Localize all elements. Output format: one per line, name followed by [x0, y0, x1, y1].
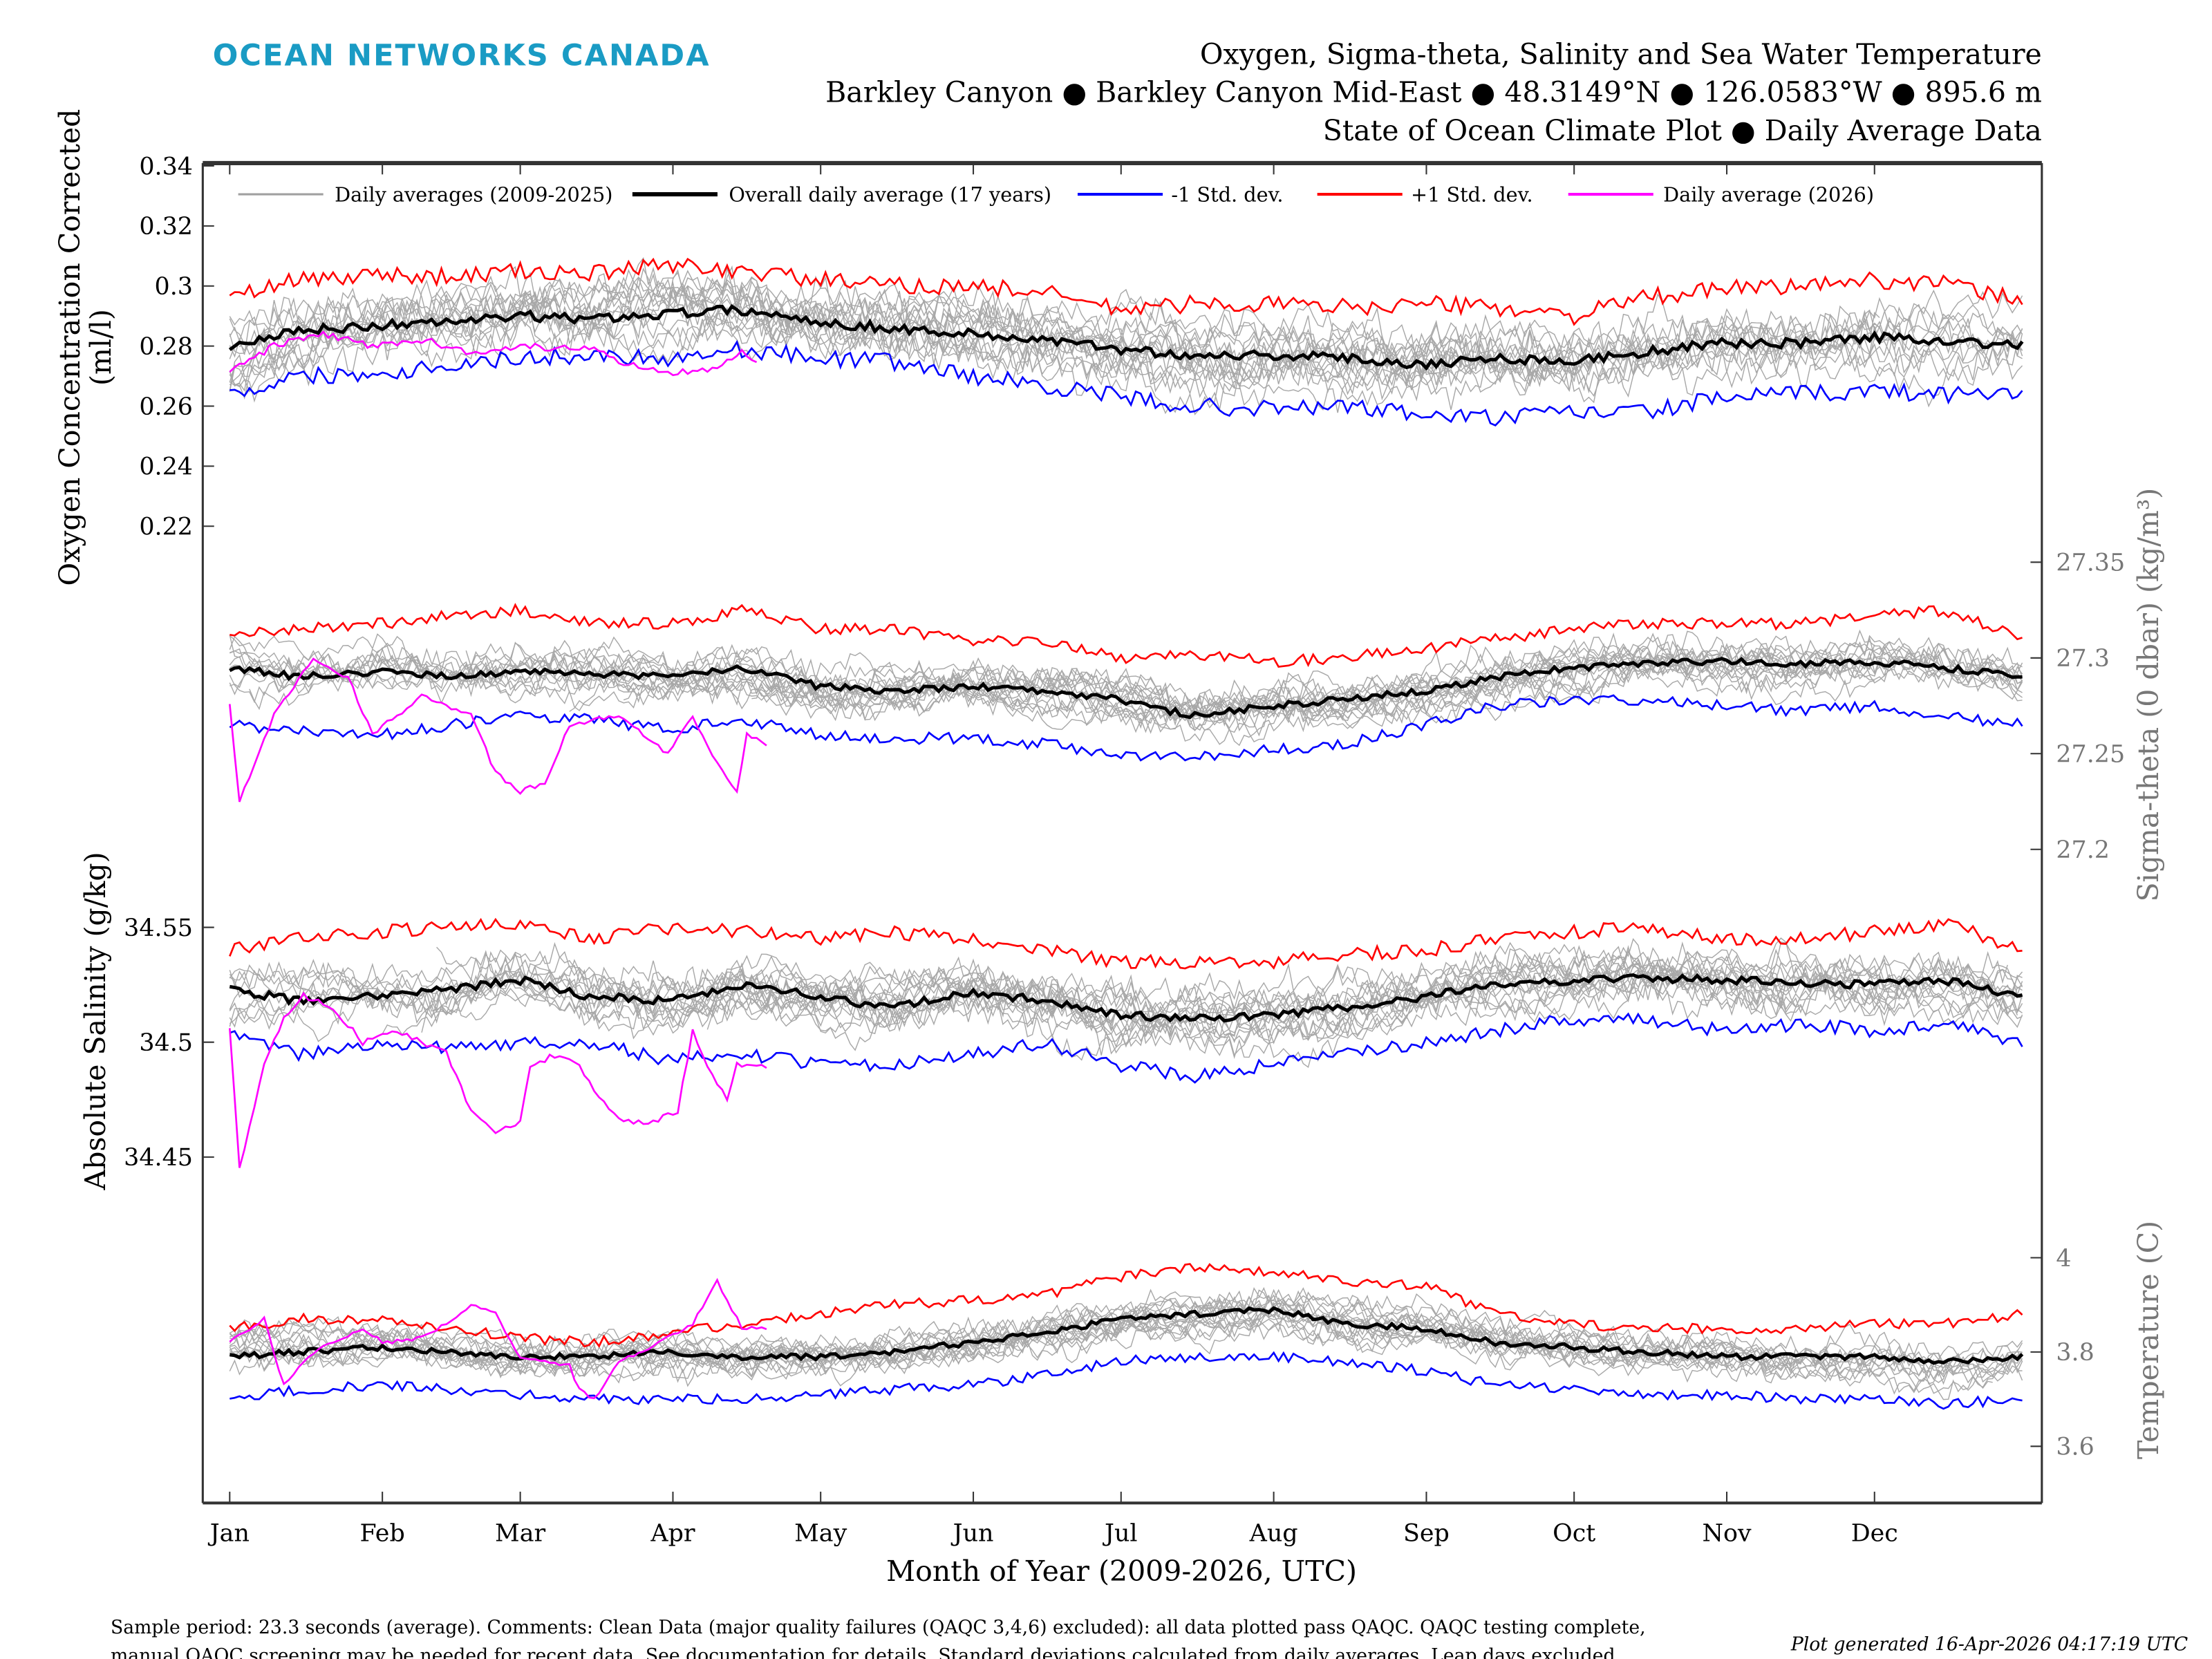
y-tick-label: 0.22 — [139, 514, 193, 541]
daily-average-year-line — [229, 647, 2023, 742]
legend-2026: Daily average (2026) — [1663, 182, 1874, 206]
minus-std-line — [229, 339, 2023, 427]
panel-2 — [228, 917, 2023, 1168]
minus-std-line — [229, 1351, 2023, 1410]
minus-std-line — [229, 694, 2023, 762]
x-tick-label: Dec — [1851, 1520, 1898, 1548]
footer-comment-line1: Sample period: 23.3 seconds (average). C… — [111, 1617, 1646, 1638]
y-tick-label: 0.26 — [139, 393, 193, 421]
panel-1 — [228, 603, 2023, 803]
daily-average-year-line — [229, 941, 2023, 1049]
daily-average-year-line — [436, 946, 2023, 1051]
tick-labels: Jan Feb Mar Apr May Jun Jul Aug Sep Oct Nov Dec 0.22… — [53, 109, 2165, 1548]
daily-average-year-line — [229, 273, 2023, 397]
x-tick-label: Oct — [1553, 1520, 1595, 1548]
y-tick-label: 34.5 — [139, 1029, 193, 1057]
daily-average-year-line — [623, 635, 2023, 733]
overall-average-line — [228, 303, 2024, 371]
y-tick-label: 27.35 — [2056, 550, 2125, 577]
overall-average-line — [229, 1306, 2024, 1365]
x-tick-label: Feb — [360, 1520, 405, 1548]
daily-average-year-line — [229, 1286, 2023, 1381]
legend-plus-std: +1 Std. dev. — [1411, 182, 1533, 206]
y-axis-label: Sigma-theta (0 dbar) (kg/m³) — [2132, 488, 2165, 902]
y-tick-label: 3.6 — [2056, 1434, 2094, 1461]
daily-average-year-line — [229, 290, 2023, 398]
x-tick-label: Jun — [951, 1520, 994, 1548]
legend-overall-average: Overall daily average (17 years) — [729, 182, 1051, 206]
panel-3 — [229, 1263, 2024, 1410]
axes — [201, 160, 2043, 1505]
daily-average-year-line — [229, 267, 2023, 415]
y-axis-label: Oxygen Concentration Corrected — [53, 109, 86, 586]
daily-average-2026-line — [228, 991, 767, 1168]
daily-average-year-line — [776, 301, 2023, 396]
x-tick-label: Jul — [1103, 1520, 1138, 1548]
y-axis-label: Temperature (C) — [2132, 1221, 2165, 1459]
x-tick-label: Nov — [1702, 1520, 1751, 1548]
y-tick-label: 27.25 — [2056, 741, 2125, 769]
chart-title: Oxygen, Sigma-theta, Salinity and Sea Wa… — [1200, 37, 2042, 71]
legend: Daily averages (2009-2025) Overall daily… — [238, 182, 1874, 206]
legend-daily-averages: Daily averages (2009-2025) — [335, 182, 612, 206]
daily-average-year-line — [249, 630, 1875, 724]
y-axis-label: (ml/l) — [84, 309, 118, 386]
y-tick-label: 34.55 — [124, 915, 193, 942]
y-tick-label: 34.45 — [124, 1144, 193, 1172]
daily-average-year-line — [229, 256, 2023, 400]
daily-average-2026-line — [229, 1277, 767, 1400]
x-tick-label: Apr — [650, 1520, 695, 1548]
y-tick-label: 0.24 — [139, 453, 193, 481]
daily-average-year-line — [229, 950, 2023, 1056]
x-tick-label: May — [794, 1520, 847, 1548]
onc-logo: OCEAN NETWORKS CANADA — [213, 38, 711, 73]
daily-average-year-line — [229, 277, 2023, 393]
daily-average-year-line — [229, 945, 2023, 1061]
plus-std-line — [229, 1263, 2023, 1349]
daily-average-year-line — [229, 270, 1787, 403]
daily-average-year-line — [229, 941, 2023, 1027]
plus-std-line — [229, 603, 2023, 668]
plus-std-line — [229, 917, 2023, 970]
daily-average-2026-line — [229, 330, 758, 377]
daily-average-year-line — [751, 637, 2023, 730]
y-tick-label: 0.28 — [139, 333, 193, 361]
y-tick-label: 0.34 — [139, 153, 193, 180]
daily-average-year-line — [229, 645, 2023, 727]
minus-std-line — [229, 1012, 2023, 1084]
y-tick-label: 3.8 — [2056, 1339, 2094, 1367]
legend-minus-std: -1 Std. dev. — [1171, 182, 1283, 206]
plot-generated-timestamp: Plot generated 16-Apr-2026 04:17:19 UTC — [1790, 1634, 2188, 1656]
footer-comment-line2: manual QAQC screening may be needed for … — [111, 1645, 1621, 1659]
daily-average-2026-line — [228, 657, 767, 803]
plus-std-line — [229, 257, 2023, 326]
y-tick-label: 0.32 — [139, 213, 193, 241]
daily-average-year-line — [283, 948, 1910, 1060]
y-axis-label: Absolute Salinity (g/kg) — [79, 852, 112, 1190]
overall-average-line — [229, 973, 2023, 1023]
x-tick-label: Sep — [1403, 1520, 1450, 1548]
y-tick-label: 4 — [2056, 1245, 2071, 1273]
panel-0 — [228, 256, 2024, 427]
x-tick-label: Aug — [1249, 1520, 1298, 1548]
chart-subtitle-type: State of Ocean Climate Plot ● Daily Aver… — [1323, 114, 2042, 147]
x-tick-label: Mar — [495, 1520, 545, 1548]
chart-subtitle-location: Barkley Canyon ● Barkley Canyon Mid-East… — [825, 76, 2042, 109]
daily-average-year-line — [229, 962, 2023, 1068]
x-tick-label: Jan — [208, 1520, 250, 1548]
x-axis-label: Month of Year (2009-2026, UTC) — [886, 1555, 1357, 1588]
daily-average-year-line — [229, 646, 2023, 733]
series-layer — [228, 256, 2024, 1410]
daily-average-year-line — [229, 648, 2023, 724]
overall-average-line — [229, 657, 2023, 720]
y-tick-label: 27.3 — [2056, 645, 2110, 673]
y-tick-label: 27.2 — [2056, 836, 2110, 864]
y-tick-label: 0.3 — [155, 273, 193, 301]
